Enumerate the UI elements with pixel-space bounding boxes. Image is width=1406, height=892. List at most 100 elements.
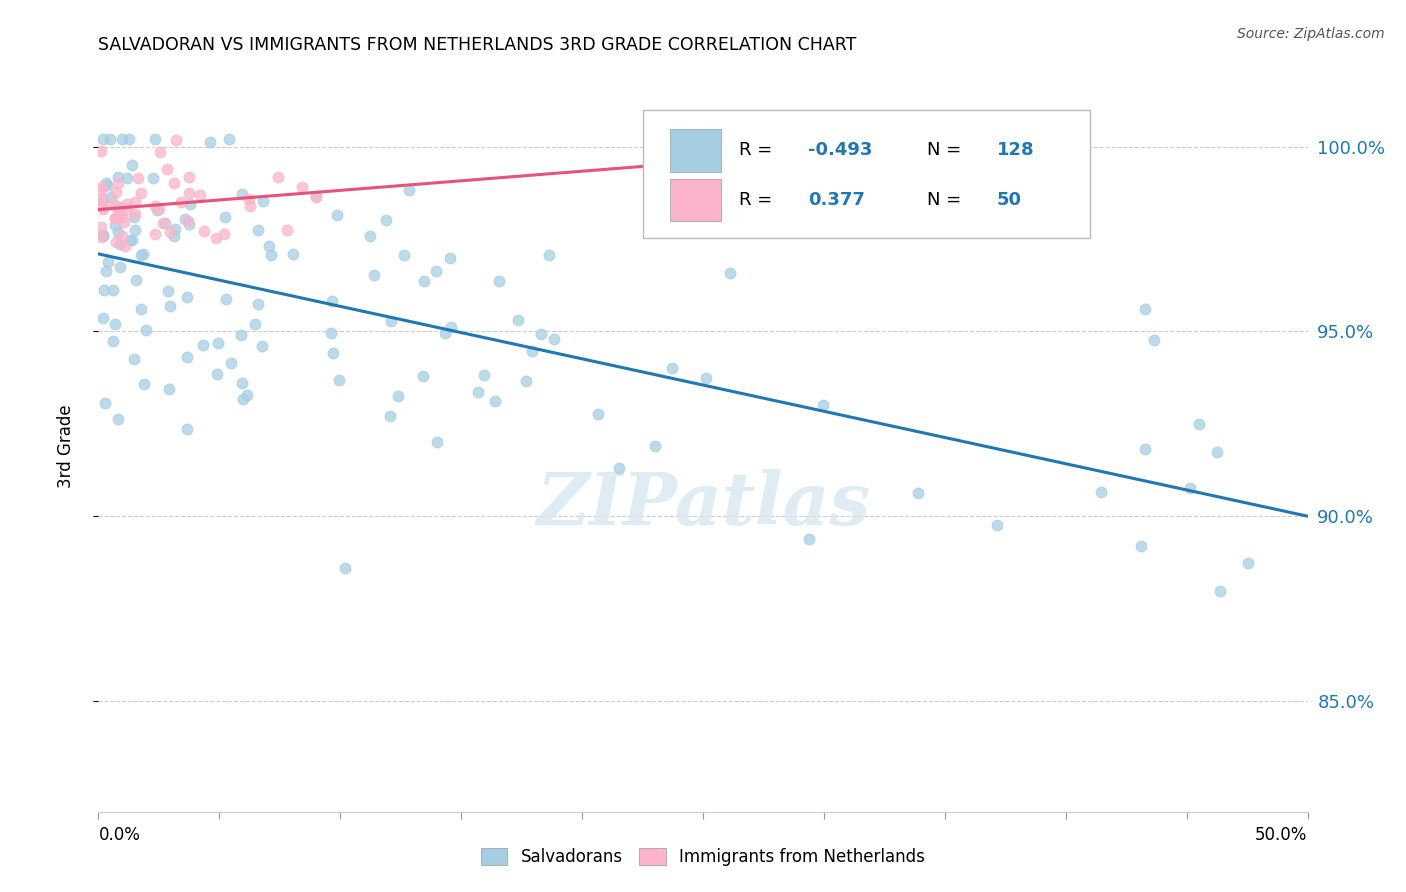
Point	[146, 203, 169, 218]
Point	[96, 178, 118, 192]
Point	[127, 171, 149, 186]
Point	[163, 228, 186, 243]
Point	[90, 230, 112, 244]
Point	[250, 339, 273, 353]
Text: R =: R =	[740, 141, 779, 159]
Point	[125, 273, 148, 287]
Point	[176, 350, 198, 364]
Point	[537, 248, 560, 262]
Point	[91, 179, 114, 194]
Point	[177, 214, 200, 228]
Point	[107, 412, 129, 426]
Point	[124, 207, 146, 221]
Point	[291, 179, 314, 194]
Point	[165, 133, 187, 147]
Point	[1208, 584, 1230, 599]
Point	[143, 132, 166, 146]
Text: 0.377: 0.377	[808, 191, 865, 209]
Point	[380, 314, 402, 328]
Point	[108, 200, 131, 214]
Point	[426, 434, 449, 449]
Point	[121, 233, 143, 247]
Point	[107, 169, 129, 184]
Point	[121, 158, 143, 172]
Point	[986, 517, 1008, 532]
Point	[143, 199, 166, 213]
Point	[239, 199, 262, 213]
Bar	[671, 129, 721, 171]
Point	[586, 407, 609, 421]
Point	[305, 190, 328, 204]
Point	[163, 221, 186, 235]
Point	[238, 192, 260, 206]
Point	[174, 211, 197, 226]
Point	[129, 248, 152, 262]
Point	[412, 368, 434, 383]
Point	[153, 216, 176, 230]
Point	[159, 382, 181, 396]
Point	[375, 212, 398, 227]
Point	[506, 313, 529, 327]
Point	[90, 183, 112, 197]
Point	[111, 228, 134, 243]
Point	[425, 264, 447, 278]
Point	[152, 216, 174, 230]
Point	[108, 206, 131, 220]
Point	[104, 211, 127, 226]
Point	[176, 290, 198, 304]
Point	[103, 195, 125, 210]
Point	[907, 486, 929, 500]
Point	[98, 132, 121, 146]
Point	[363, 268, 385, 283]
Point	[193, 338, 215, 352]
Point	[91, 200, 114, 214]
Point	[231, 187, 253, 202]
Point	[207, 336, 229, 351]
Point	[326, 208, 349, 222]
Point	[1133, 442, 1156, 457]
Point	[321, 293, 343, 308]
Point	[111, 211, 134, 225]
Point	[104, 317, 127, 331]
Point	[232, 392, 254, 406]
Text: Source: ZipAtlas.com: Source: ZipAtlas.com	[1237, 27, 1385, 41]
Point	[281, 247, 304, 261]
Point	[1205, 445, 1227, 459]
Point	[797, 532, 820, 546]
Point	[90, 193, 112, 207]
Point	[1142, 334, 1164, 348]
Point	[488, 274, 510, 288]
Point	[118, 132, 141, 146]
Point	[124, 194, 146, 209]
Point	[305, 188, 328, 202]
Point	[252, 194, 274, 208]
Point	[392, 248, 415, 262]
Point	[219, 356, 242, 370]
Point	[101, 334, 124, 348]
Point	[231, 376, 253, 391]
Point	[179, 196, 201, 211]
Point	[359, 228, 381, 243]
Point	[1178, 481, 1201, 495]
Point	[91, 310, 114, 325]
Point	[413, 274, 436, 288]
Bar	[671, 179, 721, 221]
Point	[205, 231, 228, 245]
Point	[100, 190, 122, 204]
Point	[159, 299, 181, 313]
Point	[156, 162, 179, 177]
Point	[117, 202, 139, 216]
Point	[112, 215, 135, 229]
Point	[243, 317, 266, 331]
Point	[131, 247, 153, 261]
Point	[104, 218, 127, 232]
Point	[91, 193, 114, 207]
Text: ZIPatlas: ZIPatlas	[536, 469, 870, 540]
Point	[229, 327, 252, 342]
Point	[115, 197, 138, 211]
Point	[247, 223, 270, 237]
Point	[131, 186, 153, 201]
Point	[378, 409, 401, 423]
Point	[530, 327, 553, 342]
Text: N =: N =	[927, 191, 967, 209]
